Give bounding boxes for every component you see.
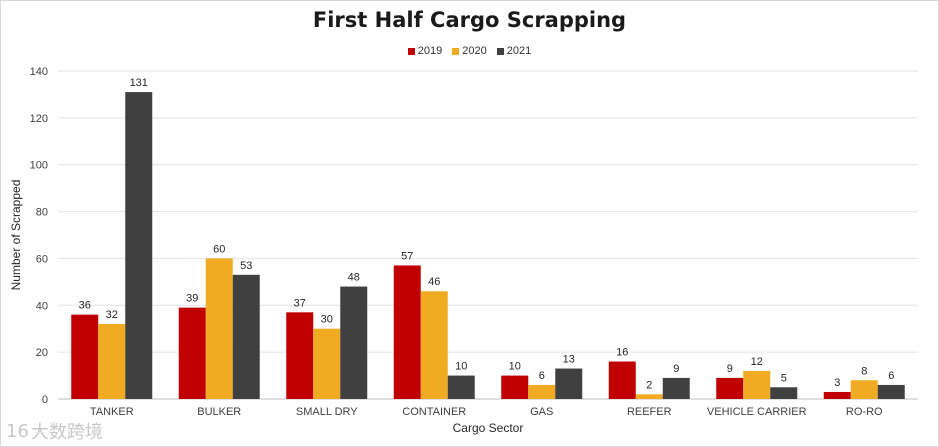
data-label-2021-reefer: 9 [673, 363, 679, 375]
data-label-2021-tanker: 131 [130, 77, 148, 89]
bar-2021-reefer [662, 377, 690, 399]
watermark-text: 大数跨境 [30, 422, 103, 443]
data-label-2020-bulker: 60 [213, 243, 225, 255]
data-label-2020-tanker: 32 [106, 309, 118, 321]
legend-label-2020: 2020 [462, 45, 487, 57]
x-tick-small-dry: SMALL DRY [296, 406, 358, 418]
x-tick-tanker: TANKER [90, 406, 134, 418]
bar-2021-ro-ro [877, 384, 905, 399]
bar-2019-gas [501, 375, 529, 399]
data-label-2021-small-dry: 48 [348, 272, 360, 284]
bar-2021-tanker [125, 92, 153, 399]
data-label-2019-ro-ro: 3 [834, 377, 840, 389]
y-tick-20: 20 [36, 347, 48, 359]
data-label-2019-gas: 10 [509, 361, 521, 373]
data-label-2019-container: 57 [401, 250, 413, 262]
bar-2020-small-dry [313, 328, 341, 399]
x-tick-bulker: BULKER [197, 406, 241, 418]
data-label-2021-ro-ro: 6 [888, 370, 894, 382]
legend-label-2019: 2019 [417, 45, 443, 57]
data-label-2021-container: 10 [455, 361, 467, 373]
bar-2021-bulker [232, 274, 260, 399]
y-tick-140: 140 [30, 66, 48, 78]
data-label-2019-reefer: 16 [616, 347, 628, 359]
x-tick-container: CONTAINER [402, 406, 466, 418]
y-tick-120: 120 [30, 113, 48, 125]
bar-2019-ro-ro [823, 391, 851, 399]
legend-swatch-2021 [496, 47, 504, 55]
bar-2020-tanker [98, 324, 126, 399]
data-label-2020-reefer: 2 [646, 379, 652, 391]
y-tick-40: 40 [36, 300, 48, 312]
legend-swatch-2020 [452, 47, 460, 55]
bar-2019-tanker [71, 314, 99, 399]
bar-2021-small-dry [340, 286, 368, 399]
y-tick-100: 100 [30, 160, 48, 172]
legend-item-2021: 2021 [496, 45, 532, 57]
legend-item-2019: 2019 [407, 45, 443, 57]
bar-2020-bulker [205, 258, 233, 399]
data-label-2020-ro-ro: 8 [861, 365, 867, 377]
bar-2019-bulker [178, 307, 206, 399]
legend-swatch-2019 [407, 47, 415, 55]
y-tick-0: 0 [42, 394, 48, 406]
data-label-2020-container: 46 [428, 276, 440, 288]
bar-2019-small-dry [286, 312, 314, 399]
bar-2020-ro-ro [850, 380, 878, 399]
x-tick-vehicle-carrier: VEHICLE CARRIER [707, 406, 807, 418]
legend-label-2021: 2021 [506, 45, 532, 57]
data-label-2021-bulker: 53 [240, 260, 252, 272]
x-tick-gas: GAS [530, 406, 553, 418]
x-tick-ro-ro: RO-RO [846, 406, 883, 418]
x-axis-title: Cargo Sector [453, 421, 524, 435]
legend-item-2020: 2020 [452, 45, 487, 57]
bar-2020-vehicle-carrier [743, 370, 771, 399]
bar-2020-container [420, 291, 448, 399]
x-tick-reefer: REEFER [627, 406, 672, 418]
y-axis-title: Number of Scrapped [9, 180, 23, 291]
data-label-2019-tanker: 36 [79, 300, 91, 312]
data-label-2021-gas: 13 [563, 354, 575, 366]
data-label-2019-vehicle-carrier: 9 [727, 363, 733, 375]
watermark: 16 大数跨境 [6, 418, 103, 444]
bar-2019-vehicle-carrier [716, 377, 744, 399]
bar-2021-gas [555, 368, 583, 399]
data-label-2020-gas: 6 [539, 370, 545, 382]
bar-2020-reefer [635, 394, 663, 399]
data-label-2021-vehicle-carrier: 5 [781, 372, 787, 384]
bar-2020-gas [528, 384, 556, 399]
bar-2019-container [393, 265, 421, 399]
legend: 2019 2020 2021 [0, 45, 939, 57]
data-label-2019-small-dry: 37 [294, 297, 306, 309]
data-label-2020-vehicle-carrier: 12 [751, 356, 763, 368]
bar-2021-container [447, 375, 475, 399]
bar-2019-reefer [608, 361, 636, 399]
data-label-2020-small-dry: 30 [321, 314, 333, 326]
bar-2021-vehicle-carrier [770, 387, 798, 399]
y-tick-80: 80 [36, 207, 48, 219]
chart-title: First Half Cargo Scrapping [312, 8, 627, 32]
y-tick-60: 60 [36, 253, 48, 265]
data-label-2019-bulker: 39 [186, 293, 198, 305]
watermark-logo: 16 [6, 420, 29, 442]
